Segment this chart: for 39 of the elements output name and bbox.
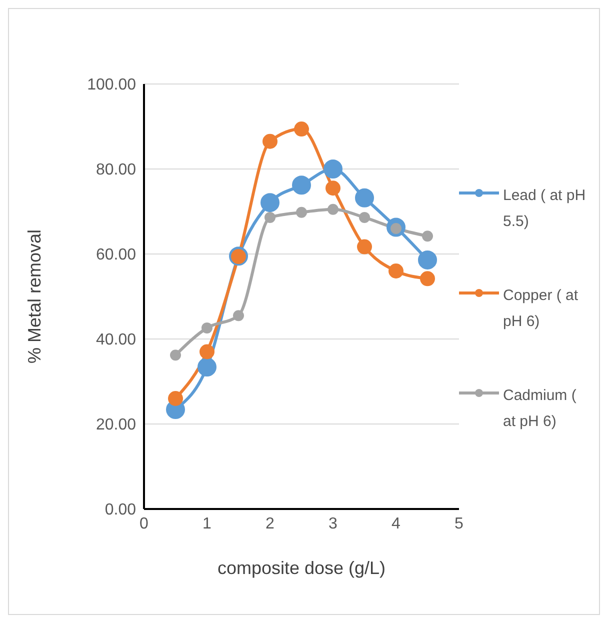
- x-tick-label: 2: [266, 515, 275, 532]
- point: [324, 160, 342, 178]
- point: [422, 230, 433, 242]
- point: [328, 204, 338, 215]
- point: [198, 358, 216, 377]
- x-axis-title: composite dose (g/L): [217, 558, 386, 578]
- point: [260, 193, 280, 212]
- y-axis-title: % Metal removal: [24, 229, 44, 364]
- point: [359, 212, 370, 223]
- x-tick-label: 5: [454, 515, 464, 532]
- y-tick-label: 60.00: [96, 246, 136, 264]
- legend-label: Lead ( at pH 5.5): [503, 186, 587, 232]
- point: [168, 391, 183, 406]
- point: [355, 188, 374, 208]
- y-tick-label: 100.00: [87, 76, 136, 94]
- point: [200, 344, 214, 360]
- x-tick-label: 3: [328, 515, 338, 532]
- point: [294, 122, 309, 137]
- point: [418, 250, 437, 270]
- x-tick-label: 4: [392, 515, 401, 532]
- point: [264, 212, 276, 223]
- y-tick-label: 0.00: [104, 502, 136, 519]
- point: [388, 264, 404, 278]
- point: [202, 322, 212, 334]
- y-tick-label: 20.00: [96, 416, 136, 434]
- point: [262, 134, 278, 149]
- point: [170, 350, 181, 361]
- legend-label: Cadmium ( at pH 6): [503, 386, 578, 432]
- point: [326, 180, 340, 196]
- y-tick-label: 40.00: [96, 332, 136, 349]
- point: [420, 271, 435, 286]
- point: [292, 176, 311, 195]
- point: [233, 310, 244, 322]
- x-tick-label: 0: [140, 515, 149, 532]
- y-tick-label: 80.00: [96, 162, 136, 179]
- legend-label: Copper ( at pH 6): [503, 286, 580, 332]
- point: [296, 206, 307, 218]
- point: [357, 239, 372, 254]
- x-tick-label: 1: [202, 515, 212, 532]
